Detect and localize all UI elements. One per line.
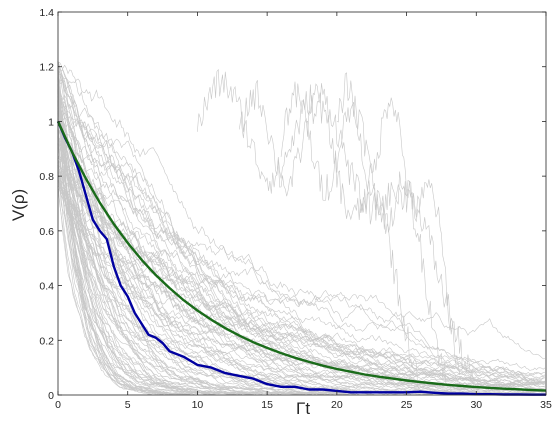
y-tick-label: 1.4 (39, 7, 54, 19)
trajectory-line (57, 90, 187, 395)
trajectory-line (57, 84, 343, 395)
trajectory-line (57, 85, 545, 388)
trajectory-line (57, 120, 545, 391)
trajectory-line (280, 81, 448, 385)
y-tick-label: 0 (48, 390, 54, 402)
y-tick-label: 0.4 (39, 281, 54, 293)
trajectory-line (57, 157, 191, 395)
trajectory-line (57, 185, 545, 386)
trajectory-line (57, 62, 234, 395)
trajectory-line (57, 147, 545, 392)
trajectory-line (57, 130, 545, 391)
trajectory-line (197, 68, 475, 390)
trajectory-line (57, 107, 313, 395)
trajectory-line (57, 189, 546, 371)
trajectory-line (57, 85, 545, 393)
x-tick-label: 30 (470, 399, 482, 411)
trajectory-line (57, 118, 356, 395)
x-tick-label: 10 (192, 399, 204, 411)
exponential-curve (56, 120, 547, 392)
y-axis-label: V(ρ) (9, 189, 28, 221)
trajectory-line (57, 76, 545, 383)
trajectory-line (57, 98, 375, 395)
y-tick-label: 0.2 (39, 335, 54, 347)
trajectory-line (57, 136, 546, 391)
trajectory-line (57, 61, 546, 383)
trajectory-line (57, 124, 263, 395)
x-tick-label: 15 (261, 399, 273, 411)
trajectory-line (57, 89, 360, 395)
trajectory-line (57, 105, 545, 385)
trajectory-line (57, 161, 546, 391)
x-tick-label: 25 (401, 399, 413, 411)
x-tick-label: 0 (55, 399, 61, 411)
y-tick-label: 0.8 (39, 171, 54, 183)
trajectory-line (57, 61, 371, 395)
trajectory-line (57, 137, 535, 395)
trajectory-line (57, 95, 253, 395)
trajectory-line (57, 96, 212, 395)
trajectory-line (57, 175, 346, 395)
x-axis-label: Γt (296, 399, 310, 418)
trajectory-line (57, 118, 545, 384)
plot-frame (57, 11, 547, 396)
trajectory-line (57, 110, 241, 395)
trajectory-line (57, 128, 280, 395)
trajectory-line (57, 179, 412, 395)
axes (57, 11, 547, 396)
y-tick-label: 0.6 (39, 226, 54, 238)
trajectory-lines (57, 61, 546, 395)
trajectory-line (57, 164, 157, 395)
trajectory-line (336, 72, 462, 375)
x-tick-label: 35 (540, 399, 552, 411)
x-tick-label: 20 (331, 399, 343, 411)
trajectory-line (57, 69, 212, 395)
x-tick-label: 5 (125, 399, 131, 411)
trajectory-line (57, 90, 212, 395)
series-lines (56, 120, 547, 396)
trajectory-line (57, 113, 159, 395)
trajectory-line (57, 157, 546, 390)
y-tick-label: 1.2 (39, 62, 54, 74)
y-tick-label: 1 (48, 116, 54, 128)
trajectory-line (57, 113, 546, 386)
trajectory-line (239, 80, 420, 389)
trajectory-line (57, 65, 546, 391)
trajectory-line (57, 86, 545, 395)
average-curve (56, 120, 546, 396)
trajectory-line (57, 104, 356, 395)
trajectory-line (57, 112, 545, 376)
tick-labels: 0 5 10 15 20 25 30 35 0 0.2 0.4 0.6 0.8 1 1.2 1.4 (39, 7, 552, 411)
